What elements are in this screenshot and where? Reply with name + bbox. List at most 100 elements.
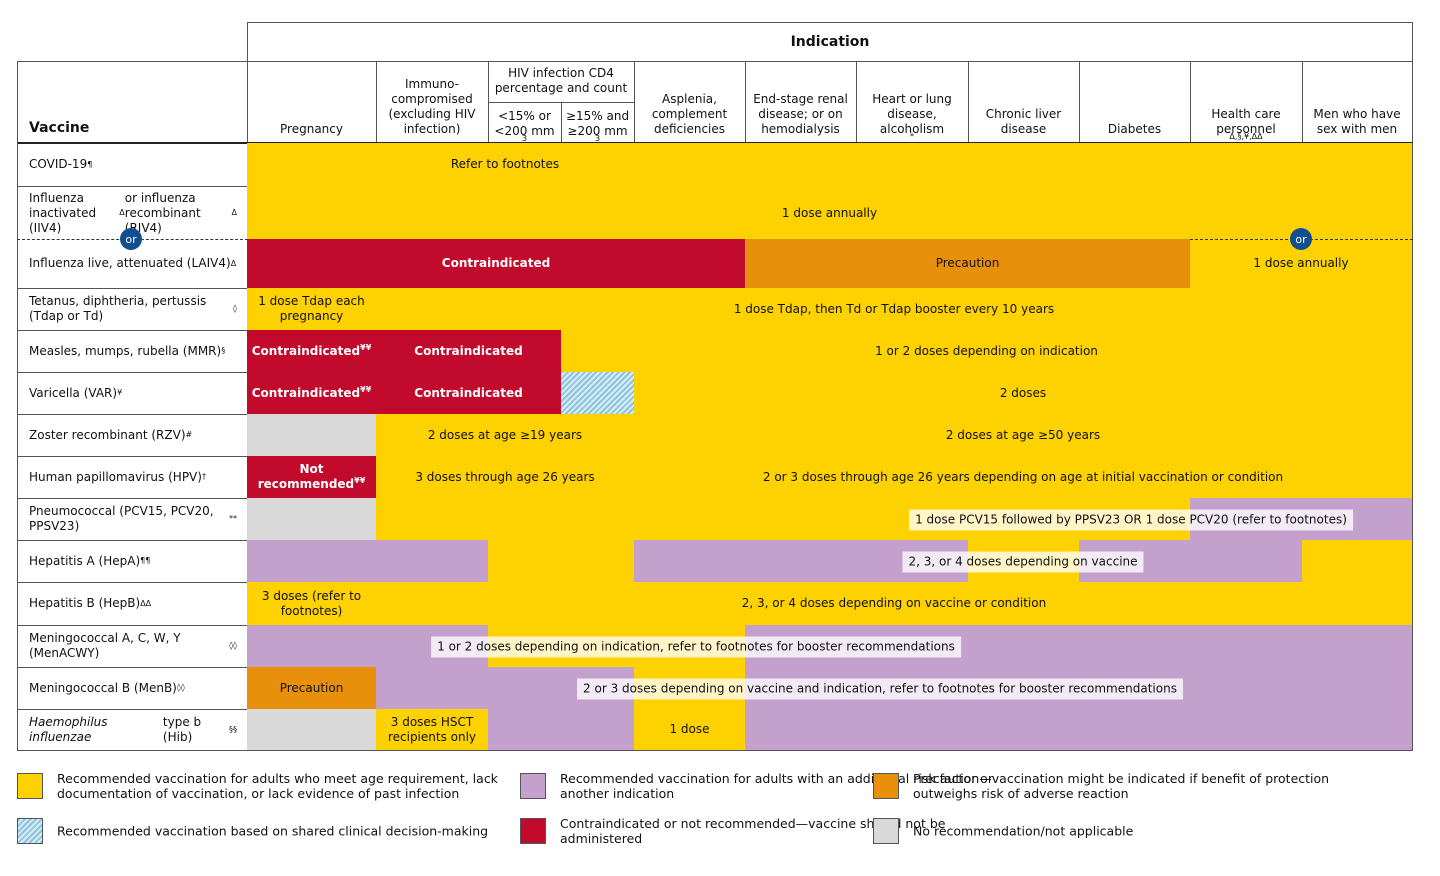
schedule-cell: 1 dose Tdap, then Td or Tdap booster eve… [376,288,1413,331]
cell-label: 3 doses through age 26 years [415,469,595,484]
schedule-cell: 1 dose annually [247,186,1413,240]
column-header: Chronic liver disease [968,61,1080,143]
cell-label: Not recommended¥¥ [257,462,366,491]
legend-text: Contraindicated or not recommended—vacci… [560,816,946,846]
text: Influenza live, attenuated (LAIV4) [29,256,231,270]
legend-swatch [17,818,43,844]
legend-text: Precaution—vaccination might be indicate… [913,771,1330,801]
cell-label: 2 doses at age ≥19 years [427,427,583,442]
vaccine-name: Hepatitis B (HepB) ΔΔ [17,582,248,626]
schedule-cell [634,143,1413,187]
schedule-cell: 3 doses through age 26 years [376,456,635,499]
schedule-cell: 2 or 3 doses through age 26 years depend… [634,456,1413,499]
cell-label: 1 dose annually [1253,256,1349,270]
footnote-mark: ¥¥ [360,384,372,394]
text: Tetanus, diphtheria, pertussis (Tdap or … [29,294,207,323]
text: <15% or <200 mm [494,109,555,138]
legend-swatch [520,773,546,799]
text: Asplenia, complement deficiencies [651,92,728,136]
schedule-cell [745,709,1413,751]
cell-label: 1 dose annually [781,205,878,220]
text: Meningococcal A, C, W, Y (MenACWY) [29,631,181,660]
cell-label: 3 doses HSCT recipients only [387,714,477,744]
schedule-cell [247,143,377,187]
column-header: <15% or <200 mm 3 [488,102,562,143]
row-label: 2, 3, or 4 doses depending on vaccine [902,551,1144,573]
text: ≥15% and ≥200 mm [565,109,630,138]
cell-label: 2 doses [999,385,1047,400]
text: Zoster recombinant (RZV) [29,427,186,442]
schedule-cell: 1 or 2 doses depending on indication [561,330,1413,373]
italic-text: Haemophilus influenzae [29,714,108,744]
vaccine-name: Pneumococcal (PCV15, PCV20, PPSV23) ** [17,498,248,541]
vaccine-name: COVID-19 ¶ [17,143,248,187]
text: Varicella (VAR) [29,385,118,400]
schedule-cell: 3 doses HSCT recipients only [376,709,489,751]
cell-label: 2, 3, or 4 doses depending on vaccine or… [741,596,1047,610]
cell-label: 1 or 2 doses depending on indication [875,343,1098,358]
vaccine-name: Hepatitis A (HepA) ¶¶ [17,540,248,583]
or-badge: or [120,228,142,250]
text: Pneumococcal (PCV15, PCV20, PPSV23) [29,504,214,533]
cell-label: Refer to footnotes [450,157,560,171]
or-badge: or [1290,228,1312,250]
text: Human papillomavirus (HPV) [29,469,202,484]
schedule-cell: 1 dose Tdap each pregnancy [247,288,377,331]
cell-label: Contraindicated¥¥ [251,342,372,358]
schedule-cell: Contraindicated¥¥ [247,372,377,415]
schedule-cell [247,498,377,541]
cell-label: Contraindicated [414,343,523,358]
vaccine-name: Influenza inactivated (IIV4) Δ or influen… [17,186,248,240]
vaccine-name: Haemophilus influenzae type b (Hib) §§ [17,709,248,751]
text: Chronic liver disease [985,107,1062,136]
schedule-cell: Precaution [247,667,377,710]
vaccine-name: Zoster recombinant (RZV) # [17,414,248,457]
cell-label: Contraindicated [414,385,523,400]
vaccine-name: Tetanus, diphtheria, pertussis (Tdap or … [17,288,248,331]
text: Hepatitis A (HepA) [29,553,141,568]
text: COVID-19 [29,157,88,171]
vaccine-name: Human papillomavirus (HPV) † [17,456,248,499]
column-group-header: HIV infection CD4 percentage and count [488,61,635,103]
column-header: ≥15% and ≥200 mm 3 [561,102,635,143]
legend-text: Recommended vaccination for adults who m… [57,771,498,801]
row-label: 1 or 2 doses depending on indication, re… [431,636,961,658]
schedule-cell: 2 doses at age ≥19 years [376,414,635,457]
schedule-cell [488,540,635,583]
text: Men who have sex with men [1313,107,1401,136]
schedule-cell: 2 doses at age ≥50 years [634,414,1413,457]
schedule-cell: Contraindicated [247,239,746,289]
text: Diabetes [1107,122,1162,136]
text: Pregnancy [280,122,343,136]
schedule-cell: Contraindicated [376,372,562,415]
indication-header: Indication [247,22,1413,62]
column-header: Immuno-compromised (excluding HIV infect… [376,61,489,143]
text: Meningococcal B (MenB) [29,680,177,695]
schedule-cell: Precaution [745,239,1191,289]
legend-swatch [873,773,899,799]
cell-label: 3 doses (refer to footnotes) [261,588,362,618]
vaccine-name: Meningococcal A, C, W, Y (MenACWY) ◊◊ [17,625,248,668]
footnote-mark: ¥¥ [360,342,372,352]
legend-text: Recommended vaccination based on shared … [57,823,489,839]
text: Influenza inactivated (IIV4) [29,190,97,235]
row-label: 1 dose PCV15 followed by PPSV23 OR 1 dos… [909,509,1353,531]
cell-label: 2 doses at age ≥50 years [945,427,1101,442]
schedule-cell: Contraindicated [376,330,562,373]
text: Immuno-compromised (excluding HIV infect… [388,77,476,136]
text: HIV infection CD4 percentage and count [494,66,628,95]
column-header: Health care personnel Δ,§,¥,ΔΔ [1190,61,1303,143]
schedule-cell: 3 doses (refer to footnotes) [247,582,377,626]
vaccine-name: Measles, mumps, rubella (MMR) § [17,330,248,373]
column-header: Pregnancy [247,61,377,143]
schedule-cell [1302,540,1413,583]
column-header: Men who have sex with men [1302,61,1413,143]
vaccine-name: Meningococcal B (MenB) ◊◊ [17,667,248,710]
text: Hepatitis B (HepB) [29,596,141,610]
schedule-cell: Refer to footnotes [376,143,635,187]
legend-swatch [17,773,43,799]
text: Health care personnel [1211,107,1281,136]
text: type b (Hib) [162,714,202,744]
legend-swatch [520,818,546,844]
